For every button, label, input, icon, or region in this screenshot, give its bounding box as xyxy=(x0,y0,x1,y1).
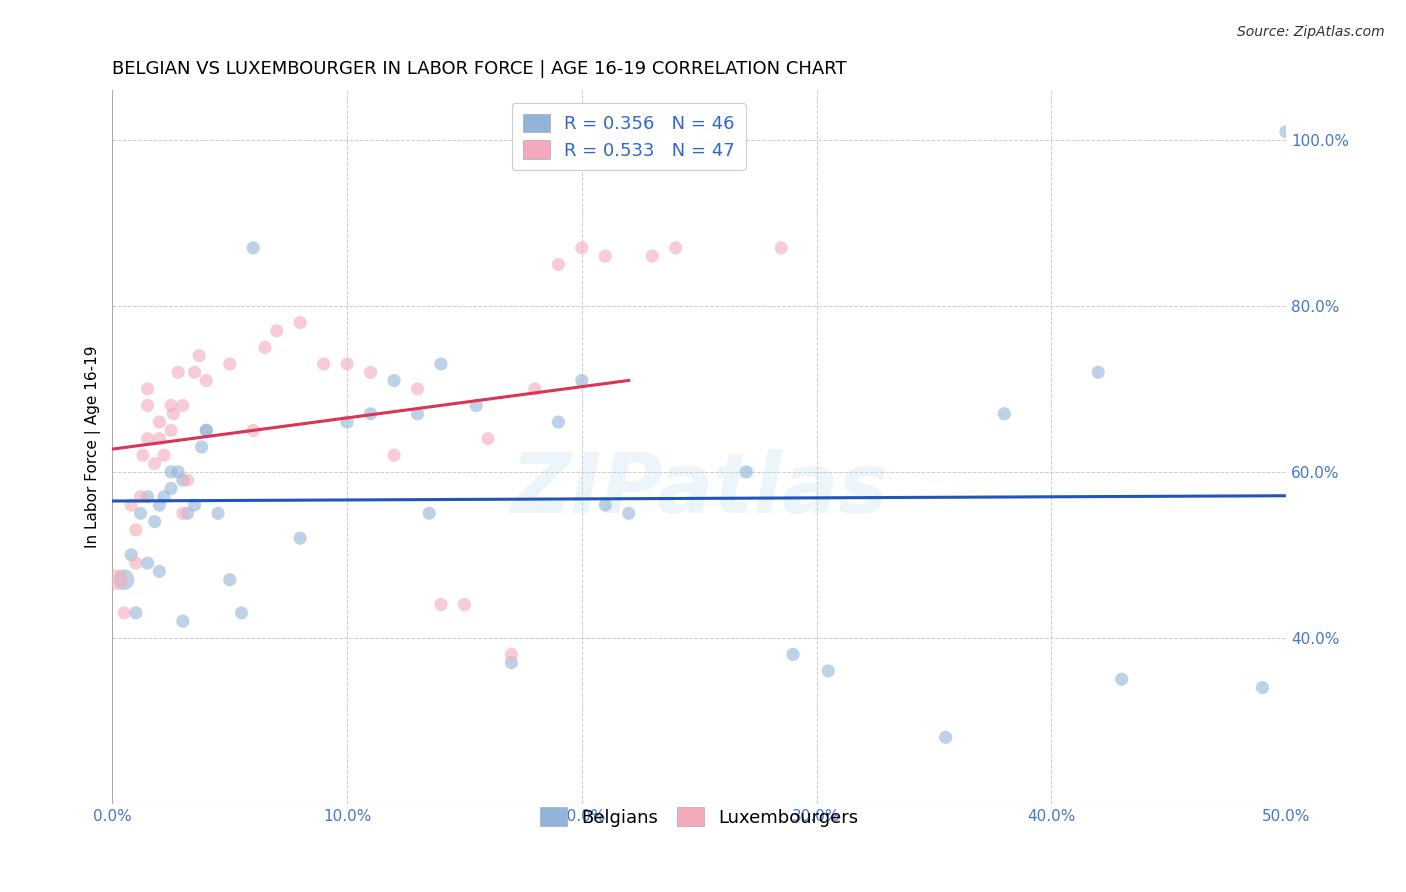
Point xyxy=(336,357,359,371)
Point xyxy=(453,598,475,612)
Point xyxy=(360,407,382,421)
Point xyxy=(105,573,128,587)
Point xyxy=(430,598,453,612)
Point xyxy=(312,357,335,371)
Point xyxy=(336,415,359,429)
Point xyxy=(477,432,499,446)
Point xyxy=(1111,672,1133,686)
Point xyxy=(125,556,148,570)
Point xyxy=(143,515,166,529)
Point xyxy=(382,448,405,462)
Point xyxy=(125,523,148,537)
Point xyxy=(817,664,839,678)
Point xyxy=(406,407,429,421)
Point xyxy=(148,432,170,446)
Point xyxy=(1087,365,1109,379)
Point xyxy=(571,241,593,255)
Point xyxy=(547,257,569,271)
Point xyxy=(465,399,488,413)
Point xyxy=(143,457,166,471)
Point xyxy=(153,490,176,504)
Point xyxy=(195,423,218,437)
Point xyxy=(160,399,183,413)
Point xyxy=(129,490,152,504)
Point xyxy=(112,573,135,587)
Point xyxy=(266,324,288,338)
Point xyxy=(160,465,183,479)
Point xyxy=(1251,681,1274,695)
Point xyxy=(112,606,135,620)
Text: BELGIAN VS LUXEMBOURGER IN LABOR FORCE | AGE 16-19 CORRELATION CHART: BELGIAN VS LUXEMBOURGER IN LABOR FORCE |… xyxy=(112,60,846,78)
Point xyxy=(148,415,170,429)
Point xyxy=(195,374,218,388)
Point xyxy=(617,506,640,520)
Point xyxy=(1275,125,1298,139)
Point xyxy=(501,648,523,662)
Legend: Belgians, Luxembourgers: Belgians, Luxembourgers xyxy=(533,800,866,834)
Text: ZIPatlas: ZIPatlas xyxy=(510,450,889,530)
Point xyxy=(806,880,828,892)
Point xyxy=(172,506,194,520)
Point xyxy=(207,506,229,520)
Point xyxy=(183,498,205,512)
Point xyxy=(136,432,159,446)
Point xyxy=(136,556,159,570)
Point xyxy=(242,241,264,255)
Point xyxy=(288,531,311,545)
Point xyxy=(993,407,1015,421)
Point xyxy=(288,316,311,330)
Point xyxy=(153,448,176,462)
Point xyxy=(120,498,142,512)
Point xyxy=(176,506,198,520)
Point xyxy=(253,340,276,354)
Point xyxy=(242,423,264,437)
Y-axis label: In Labor Force | Age 16-19: In Labor Force | Age 16-19 xyxy=(86,346,101,549)
Point xyxy=(770,241,793,255)
Point xyxy=(406,382,429,396)
Point xyxy=(125,606,148,620)
Point xyxy=(782,648,804,662)
Point xyxy=(571,374,593,388)
Point xyxy=(935,731,957,745)
Point xyxy=(360,365,382,379)
Point xyxy=(418,506,440,520)
Point xyxy=(547,415,569,429)
Point xyxy=(160,423,183,437)
Point xyxy=(195,423,218,437)
Point xyxy=(218,573,240,587)
Point xyxy=(172,399,194,413)
Point xyxy=(136,490,159,504)
Point xyxy=(136,382,159,396)
Point xyxy=(501,656,523,670)
Point xyxy=(167,365,190,379)
Point xyxy=(183,365,205,379)
Point xyxy=(162,407,184,421)
Point xyxy=(231,606,253,620)
Point xyxy=(430,357,453,371)
Point xyxy=(167,465,190,479)
Point xyxy=(665,241,688,255)
Point xyxy=(176,473,198,487)
Point xyxy=(132,448,155,462)
Text: Source: ZipAtlas.com: Source: ZipAtlas.com xyxy=(1237,25,1385,39)
Point xyxy=(617,116,640,130)
Point xyxy=(641,249,664,263)
Point xyxy=(172,473,194,487)
Point xyxy=(136,399,159,413)
Point xyxy=(595,498,617,512)
Point xyxy=(735,465,758,479)
Point xyxy=(148,498,170,512)
Point xyxy=(190,440,212,454)
Point xyxy=(148,565,170,579)
Point xyxy=(382,374,405,388)
Point xyxy=(188,349,211,363)
Point xyxy=(172,614,194,628)
Point xyxy=(160,482,183,496)
Point xyxy=(523,382,546,396)
Point xyxy=(218,357,240,371)
Point xyxy=(595,249,617,263)
Point xyxy=(120,548,142,562)
Point xyxy=(129,506,152,520)
